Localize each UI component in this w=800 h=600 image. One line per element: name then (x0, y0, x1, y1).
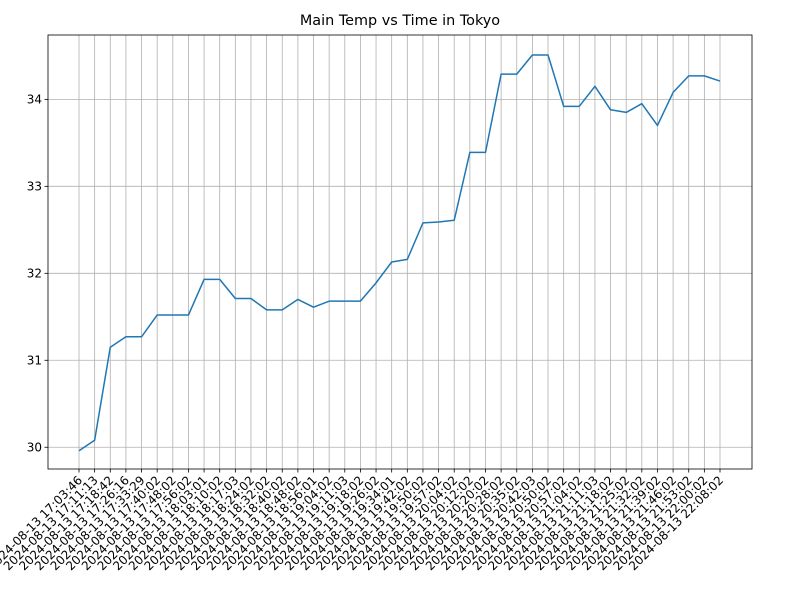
data-line (78, 54, 721, 452)
chart-title: Main Temp vs Time in Tokyo (300, 13, 500, 29)
y-tick-label: 31 (27, 353, 42, 367)
plot-frame (47, 34, 753, 470)
y-tick-label: 33 (27, 179, 42, 193)
y-tick-label: 32 (27, 266, 42, 280)
y-tick-label: 34 (27, 92, 42, 106)
y-tick-label: 30 (27, 440, 42, 454)
